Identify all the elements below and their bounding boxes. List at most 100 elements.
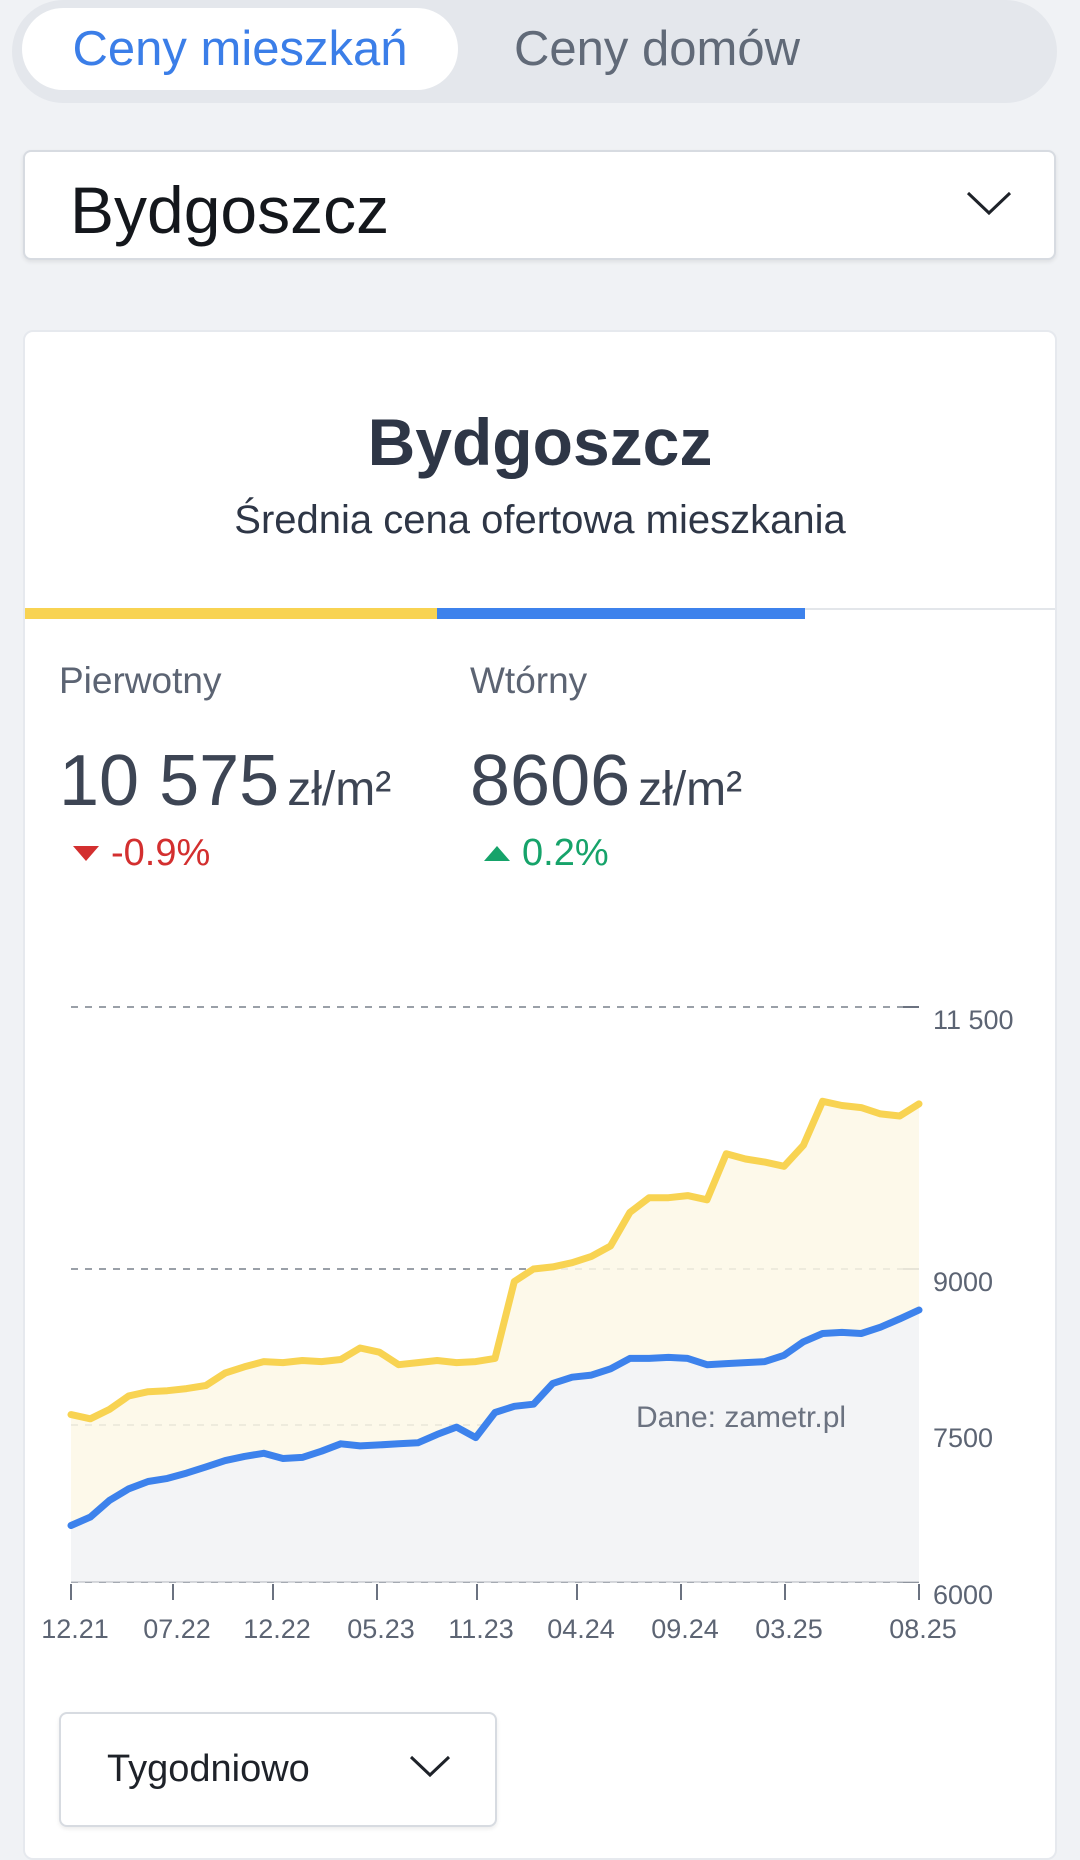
data-point <box>492 1355 498 1361</box>
data-point <box>781 1163 787 1169</box>
data-point <box>87 1416 93 1422</box>
data-point <box>820 1330 826 1336</box>
tab-apartment-prices[interactable]: Ceny mieszkań <box>22 8 458 90</box>
frequency-dropdown-value: Tygodniowo <box>107 1748 310 1790</box>
data-point <box>68 1522 74 1528</box>
metric-secondary[interactable]: Wtórny 8606 zł/m² 0.2% <box>470 660 742 874</box>
x-tick-label: 05.23 <box>347 1614 415 1644</box>
data-point <box>704 1362 710 1368</box>
data-point <box>550 1380 556 1386</box>
data-point <box>126 1393 132 1399</box>
data-point <box>531 1266 537 1272</box>
data-point <box>897 1113 903 1119</box>
data-point <box>608 1243 614 1249</box>
data-point <box>588 1372 594 1378</box>
data-point <box>319 1448 325 1454</box>
x-tick-label: 08.25 <box>889 1614 957 1644</box>
data-point <box>839 1103 845 1109</box>
data-point <box>608 1366 614 1372</box>
data-point <box>743 1360 749 1366</box>
data-point <box>916 1307 922 1313</box>
price-type-tabs: Ceny mieszkań Ceny domów <box>12 0 1057 103</box>
data-point <box>588 1253 594 1259</box>
data-point <box>916 1101 922 1107</box>
chevron-down-icon <box>409 1755 451 1778</box>
data-point <box>87 1514 93 1520</box>
data-point <box>877 1324 883 1330</box>
metric-change: -0.9% <box>111 832 211 874</box>
secondary-series-indicator <box>437 608 805 619</box>
data-point <box>319 1359 325 1365</box>
data-point <box>396 1441 402 1447</box>
data-point <box>241 1453 247 1459</box>
data-point <box>897 1316 903 1322</box>
data-point <box>145 1479 151 1485</box>
data-point <box>126 1486 132 1492</box>
data-point <box>203 1382 209 1388</box>
data-point <box>627 1355 633 1361</box>
data-point <box>858 1105 864 1111</box>
data-point <box>800 1142 806 1148</box>
data-point <box>531 1401 537 1407</box>
x-tick-label: 03.25 <box>755 1614 823 1644</box>
price-chart: 6000 7500 9000 11 500 Dane: zametr.pl 12.21 07… <box>41 1005 1014 1644</box>
x-tick-label: 07.22 <box>143 1614 211 1644</box>
data-point <box>107 1497 113 1503</box>
data-point <box>453 1424 459 1430</box>
y-tick-label: 11 500 <box>933 1005 1014 1035</box>
data-point <box>685 1193 691 1199</box>
data-point <box>453 1360 459 1366</box>
data-point <box>376 1442 382 1448</box>
data-point <box>222 1370 228 1376</box>
metric-change: 0.2% <box>522 832 609 874</box>
card-title: Bydgoszcz <box>367 405 713 479</box>
y-tick-label: 7500 <box>933 1423 993 1453</box>
data-point <box>164 1475 170 1481</box>
data-point <box>473 1435 479 1441</box>
data-point <box>222 1458 228 1464</box>
data-point <box>646 1195 652 1201</box>
city-dropdown[interactable]: Bydgoszcz <box>23 150 1056 260</box>
y-tick-label: 9000 <box>933 1267 993 1297</box>
metric-value: 10 575 <box>59 741 280 821</box>
frequency-dropdown[interactable]: Tygodniowo <box>59 1712 497 1827</box>
data-point <box>511 1403 517 1409</box>
data-point <box>569 1374 575 1380</box>
data-point <box>820 1098 826 1104</box>
data-point <box>415 1360 421 1366</box>
series-area-1 <box>71 1310 919 1582</box>
data-point <box>569 1260 575 1266</box>
data-point <box>762 1359 768 1365</box>
x-tick-label: 11.23 <box>448 1614 514 1644</box>
chevron-down-icon <box>966 191 1012 216</box>
data-point <box>665 1195 671 1201</box>
watermark: Dane: zametr.pl <box>636 1401 846 1434</box>
triangle-up-icon <box>484 845 510 861</box>
y-tick-label: 6000 <box>933 1580 993 1610</box>
data-point <box>685 1355 691 1361</box>
data-point <box>762 1159 768 1165</box>
tab-house-prices[interactable]: Ceny domów <box>514 22 800 76</box>
data-point <box>261 1359 267 1365</box>
data-point <box>473 1359 479 1365</box>
price-card: Bydgoszcz Średnia cena ofertowa mieszkan… <box>23 330 1057 1860</box>
data-point <box>68 1412 74 1418</box>
data-point <box>415 1440 421 1446</box>
data-point <box>704 1197 710 1203</box>
metric-primary[interactable]: Pierwotny 10 575 zł/m² -0.9% <box>59 660 391 874</box>
metric-label: Wtórny <box>470 660 588 701</box>
data-point <box>299 1454 305 1460</box>
data-point <box>665 1354 671 1360</box>
data-point <box>492 1410 498 1416</box>
city-dropdown-value: Bydgoszcz <box>70 173 390 247</box>
x-tick-label: 12.21 <box>41 1614 109 1644</box>
data-point <box>164 1388 170 1394</box>
data-point <box>858 1330 864 1336</box>
data-point <box>646 1355 652 1361</box>
metric-unit: zł/m² <box>638 763 743 816</box>
data-point <box>338 1356 344 1362</box>
data-point <box>280 1360 286 1366</box>
triangle-down-icon <box>73 845 99 861</box>
primary-series-indicator <box>25 608 437 619</box>
data-point <box>376 1349 382 1355</box>
